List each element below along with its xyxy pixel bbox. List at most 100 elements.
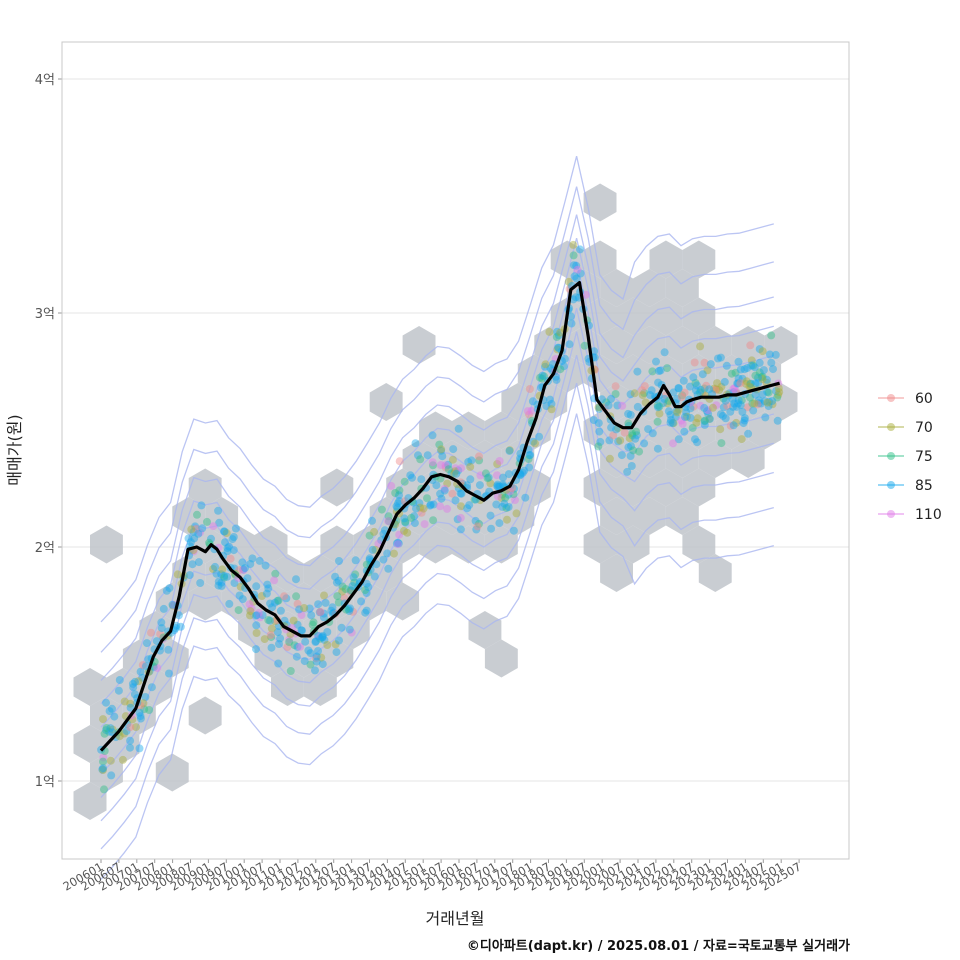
- data-point: [261, 561, 270, 570]
- data-point: [142, 639, 151, 648]
- data-point: [196, 579, 205, 587]
- x-axis-title: 거래년월: [426, 909, 485, 928]
- data-point: [732, 402, 741, 411]
- data-point: [763, 387, 772, 396]
- data-point: [220, 527, 229, 536]
- data-point: [626, 410, 635, 419]
- data-point: [344, 605, 353, 614]
- data-point: [757, 373, 766, 382]
- data-point: [476, 471, 485, 480]
- data-point: [231, 524, 240, 533]
- data-point: [692, 381, 701, 390]
- data-point: [209, 522, 218, 531]
- hexbin-cell: [633, 269, 666, 307]
- data-point: [775, 388, 784, 397]
- data-point: [264, 584, 273, 593]
- data-point: [552, 333, 561, 341]
- data-point: [320, 635, 329, 644]
- data-point: [738, 374, 747, 383]
- data-point: [638, 386, 647, 395]
- data-point: [270, 576, 279, 585]
- data-point: [653, 417, 662, 426]
- data-point: [541, 360, 550, 369]
- data-point: [754, 378, 763, 387]
- legend-key-dot: [887, 394, 895, 402]
- data-point: [126, 736, 135, 745]
- data-point: [486, 479, 495, 488]
- data-point: [702, 381, 711, 390]
- data-point: [733, 379, 742, 388]
- data-point: [426, 501, 435, 510]
- hexbin-cell: [583, 468, 617, 507]
- data-point: [644, 425, 653, 434]
- data-point: [164, 645, 173, 654]
- data-point: [576, 269, 585, 278]
- hexbin-cell: [188, 582, 222, 621]
- data-point: [153, 664, 162, 672]
- data-point: [211, 562, 219, 571]
- data-point: [664, 407, 673, 416]
- data-point: [120, 697, 129, 706]
- data-point: [214, 506, 223, 515]
- data-point: [774, 384, 783, 393]
- data-point: [255, 556, 264, 565]
- data-point: [538, 371, 547, 380]
- hexbin-cell: [616, 411, 650, 450]
- data-point: [122, 727, 131, 735]
- data-point: [611, 382, 620, 391]
- data-point: [318, 633, 326, 642]
- data-point: [464, 457, 473, 466]
- data-point: [572, 274, 581, 283]
- data-point: [730, 384, 739, 393]
- data-point: [454, 424, 463, 433]
- data-point: [300, 657, 309, 666]
- data-point: [653, 444, 662, 453]
- data-point: [174, 611, 183, 620]
- data-point: [547, 399, 556, 408]
- data-point: [525, 410, 534, 419]
- data-point: [414, 451, 422, 460]
- data-point: [362, 589, 371, 597]
- contour-line: [100, 186, 774, 653]
- data-point: [312, 654, 320, 663]
- hexbin-cell: [402, 440, 436, 478]
- data-point: [758, 347, 767, 356]
- hexbin-cell: [501, 383, 535, 421]
- data-point: [625, 434, 634, 443]
- data-point: [309, 618, 318, 627]
- data-point: [504, 490, 513, 499]
- data-point: [572, 261, 581, 270]
- data-point: [108, 704, 116, 713]
- data-point: [401, 517, 410, 526]
- data-point: [162, 586, 171, 595]
- data-point: [757, 399, 765, 408]
- data-point: [659, 399, 668, 408]
- data-point: [198, 524, 207, 533]
- data-point: [304, 646, 313, 655]
- data-point: [252, 629, 261, 637]
- data-point: [321, 598, 330, 607]
- data-point: [223, 547, 232, 556]
- data-point: [536, 373, 544, 382]
- data-point: [607, 423, 616, 432]
- data-point: [656, 366, 665, 375]
- data-point: [165, 669, 173, 678]
- hexbin-cell: [731, 440, 765, 478]
- data-point: [443, 479, 452, 488]
- data-point: [436, 461, 445, 469]
- data-point: [771, 350, 780, 359]
- data-point: [275, 640, 283, 648]
- data-point: [504, 503, 513, 511]
- data-point: [266, 599, 275, 608]
- hexbin-cell: [649, 411, 683, 450]
- data-point: [566, 312, 575, 321]
- data-point: [136, 712, 145, 721]
- data-point: [700, 417, 709, 426]
- data-point: [187, 525, 196, 534]
- data-point: [351, 556, 360, 565]
- data-point: [525, 385, 534, 393]
- data-point: [387, 481, 396, 490]
- data-point: [734, 379, 743, 388]
- hexbin-cell: [748, 354, 782, 393]
- data-point: [772, 387, 781, 395]
